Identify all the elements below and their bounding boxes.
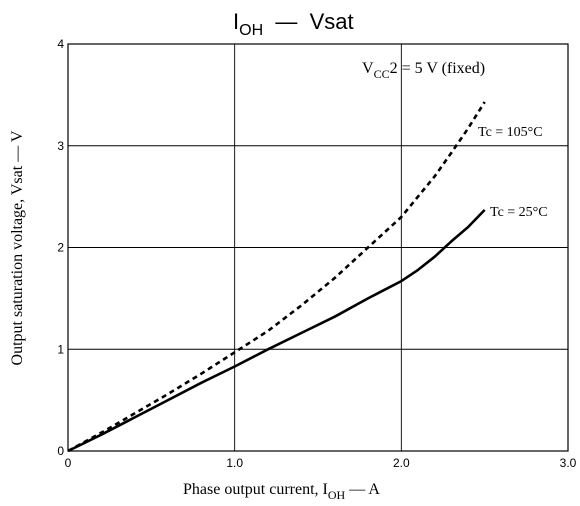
chart-title-rest: — Vsat bbox=[263, 9, 353, 34]
series-label-25c: Tc = 25°C bbox=[490, 205, 548, 220]
chart-title: IOH — Vsat bbox=[233, 9, 354, 39]
condition-label: VCC2 = 5 V (fixed) bbox=[362, 60, 485, 81]
x-axis-label-sub: OH bbox=[328, 488, 346, 502]
series-label-105c: Tc = 105°C bbox=[478, 125, 543, 140]
series-line-105c bbox=[67, 101, 486, 453]
condition-sub: CC bbox=[374, 67, 390, 81]
x-axis-label-post: — A bbox=[345, 481, 380, 498]
series-line-25c bbox=[67, 208, 486, 453]
x-axis-label-pre: Phase output current, I bbox=[183, 481, 328, 498]
x-tick-label: 0 bbox=[65, 456, 72, 470]
chart-title-sub: OH bbox=[239, 22, 263, 39]
x-tick-label: 3.0 bbox=[560, 456, 577, 470]
y-tick-label: 0 bbox=[57, 444, 64, 458]
x-tick-label: 2.0 bbox=[393, 456, 410, 470]
y-tick-label: 2 bbox=[57, 241, 64, 255]
y-tick-label: 1 bbox=[57, 342, 64, 356]
y-tick-label: 3 bbox=[57, 139, 64, 153]
plot-frame bbox=[67, 43, 569, 452]
condition-pre: V bbox=[362, 60, 374, 77]
grid bbox=[68, 44, 568, 451]
chart-title-main: I bbox=[233, 9, 239, 34]
x-tick-labels: 0 1.0 2.0 3.0 bbox=[65, 456, 577, 470]
y-axis-label: Output saturation voltage, Vsat — V bbox=[9, 130, 26, 365]
series-layer bbox=[67, 101, 486, 453]
y-tick-labels: 0 1 2 3 4 bbox=[57, 37, 64, 458]
x-tick-label: 1.0 bbox=[226, 456, 243, 470]
condition-post: 2 = 5 V (fixed) bbox=[390, 60, 486, 77]
x-axis-label: Phase output current, IOH — A bbox=[183, 481, 380, 502]
y-tick-label: 4 bbox=[57, 37, 64, 51]
